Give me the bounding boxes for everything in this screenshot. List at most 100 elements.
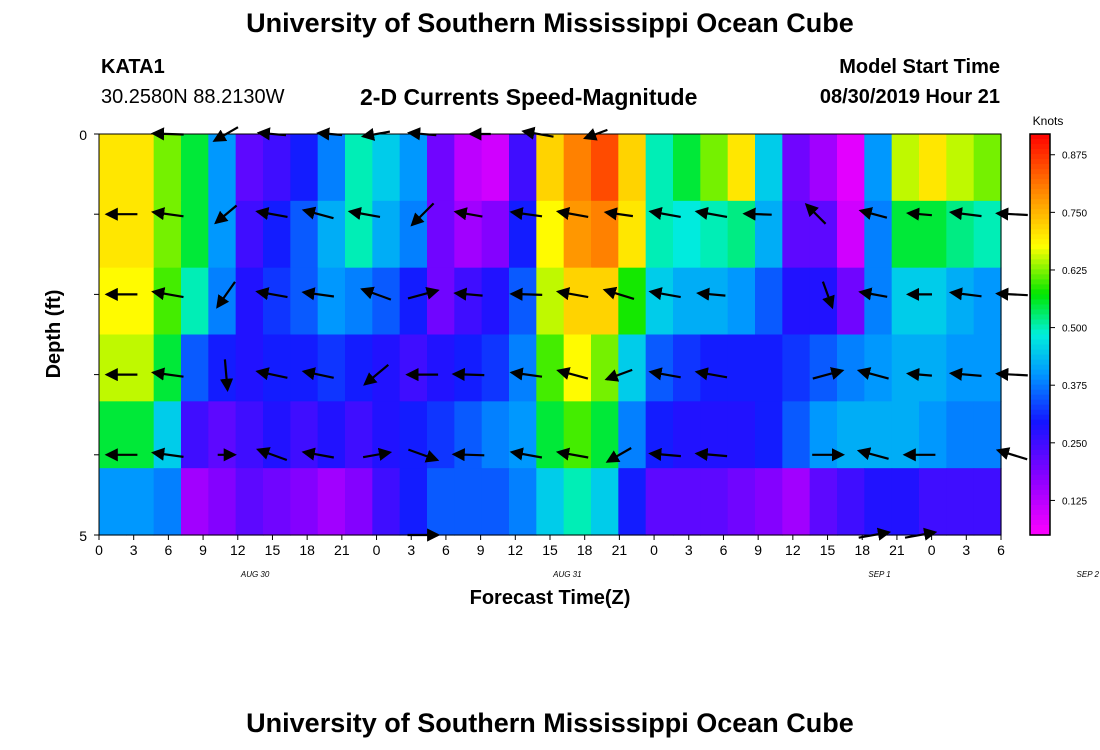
current-vector-arrow [742,207,772,221]
colorbar-segment [1030,259,1050,265]
heatmap-cell [919,134,947,202]
heatmap-cell [454,334,483,402]
heatmap-cell [235,401,264,469]
x-tick-label: 21 [612,542,628,558]
x-tick-label: 6 [442,542,450,558]
x-tick-label: 15 [542,542,558,558]
colorbar-segment [1030,389,1050,396]
current-vector-arrow [694,367,728,381]
colorbar-segment [1030,494,1050,501]
heatmap-cell [864,468,893,536]
y-axis-label: Depth (ft) [43,290,65,379]
heatmap-cell [973,134,1002,202]
x-tick-label: 0 [95,542,103,558]
colorbar-segment [1030,459,1050,466]
current-vector-arrow [521,126,554,140]
heatmap-cell [481,401,510,469]
date-label: AUG 30 [240,570,270,579]
heatmap-cell [891,134,920,202]
heatmap-cell [727,200,756,269]
heatmap-cell [317,200,346,269]
heatmap-cell [263,334,291,402]
y-tick-label: 0 [79,127,87,143]
heatmap-cell [591,200,619,269]
colorbar-segment [1030,419,1050,426]
heatmap-cell [673,267,701,336]
heatmap-cell [99,134,127,202]
y-tick-label: 5 [79,528,87,544]
current-vector-arrow [301,367,334,381]
colorbar-segment [1030,484,1050,491]
current-vector-arrow [151,447,184,461]
colorbar-segment [1030,184,1050,190]
current-vector-arrow [301,287,335,301]
current-vector-arrow [316,127,343,141]
heatmap-cell [891,468,920,536]
current-vector-arrow [555,447,589,461]
colorbar-segment [1030,319,1050,326]
heatmap-cell [673,334,701,402]
current-vector-arrow [212,126,239,142]
colorbar-segment [1030,474,1050,481]
heatmap-cell [509,200,537,269]
heatmap-cell [372,267,401,336]
colorbar-segment [1030,294,1050,301]
colorbar-segment [1030,239,1050,245]
current-vector-arrow [602,286,635,300]
heatmap-cell [837,401,865,469]
colorbar-segment [1030,404,1050,411]
heatmap-cell [782,200,811,269]
heatmap-cell [509,468,537,536]
heatmap-cell [563,468,592,536]
heatmap-cell [946,267,975,336]
heatmap-cell [755,200,783,269]
heatmap-cell [727,468,756,536]
heatmap-cell [290,334,319,402]
colorbar-segment [1030,379,1050,386]
heatmap-cell [481,468,510,536]
current-vector-arrow [995,447,1028,461]
heatmap-cell [563,200,592,269]
heatmap-cell [481,267,510,336]
heatmap-cell [618,200,647,269]
x-tick-label: 3 [407,542,415,558]
heatmap-cell [700,334,729,402]
colorbar-segment [1030,449,1050,456]
heatmap-cell [153,334,182,402]
current-vector-arrow [812,367,845,380]
colorbar-segment [1030,359,1050,366]
colorbar-tick-label: 0.750 [1062,208,1087,219]
current-vector-arrow [256,447,288,462]
colorbar-segment [1030,454,1050,461]
colorbar-segment [1030,309,1050,316]
colorbar-segment [1030,349,1050,356]
heatmap-cell [427,334,455,402]
heatmap-cell [645,334,674,402]
current-vector-arrow [408,448,440,463]
heatmap-cell [481,200,510,269]
heatmap-cell [700,468,729,536]
heatmap-cell [345,200,373,269]
x-tick-label: 0 [373,542,381,558]
colorbar-segment [1030,194,1050,200]
heatmap-cell [235,334,264,402]
heatmap-cell [153,134,182,202]
date-label: SEP 1 [868,570,890,579]
heatmap-cell [290,401,319,469]
colorbar-segment [1030,149,1050,155]
heatmap-cell [153,468,182,536]
x-tick-label: 9 [477,542,485,558]
colorbar-segment [1030,289,1050,295]
heatmap-cell [864,334,893,402]
heatmap-cell [317,267,346,336]
heatmap-cell [345,334,373,402]
x-tick-label: 18 [299,542,315,558]
colorbar-segment [1030,174,1050,180]
x-tick-label: 21 [334,542,350,558]
heatmap-cell [645,134,674,202]
heatmap-cell [891,267,920,336]
colorbar-tick-label: 0.375 [1062,381,1087,392]
colorbar-segment [1030,254,1050,260]
heatmap-cell [454,401,483,469]
